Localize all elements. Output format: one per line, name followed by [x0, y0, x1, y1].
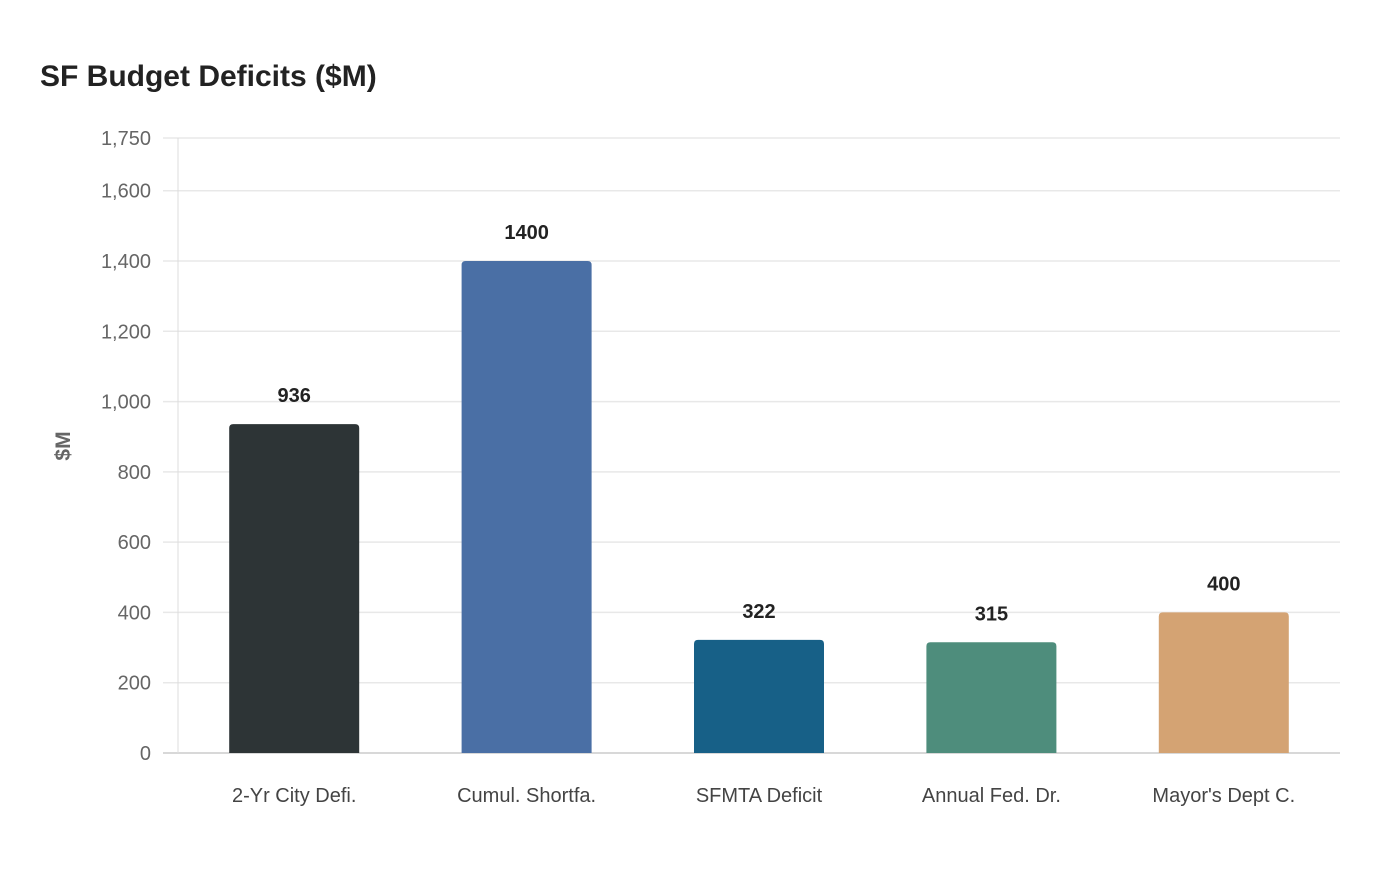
data-label: 400: [1207, 573, 1240, 595]
y-tick-label: 1,400: [101, 251, 151, 273]
data-label: 936: [278, 385, 311, 407]
y-tick-label: 1,750: [101, 128, 151, 150]
bar-4: [926, 642, 1057, 753]
x-tick-label: Cumul. Shortfa.: [457, 785, 596, 807]
y-tick-label: 800: [118, 462, 151, 484]
y-tick-label: 0: [140, 743, 151, 765]
x-tick-label: SFMTA Deficit: [696, 785, 823, 807]
y-tick-label: 600: [118, 532, 151, 554]
x-tick-label: Mayor's Dept C.: [1152, 785, 1295, 807]
y-tick-label: 400: [118, 602, 151, 624]
bar-3: [694, 639, 824, 753]
x-tick-label: 2-Yr City Defi.: [232, 785, 356, 807]
bar-2: [461, 261, 592, 753]
bar-1: [229, 424, 360, 753]
data-label: 322: [742, 601, 775, 623]
chart-title: SF Budget Deficits ($M): [40, 60, 377, 93]
data-label: 315: [975, 603, 1008, 625]
y-axis-label: $M: [52, 431, 75, 460]
y-tick-label: 1,600: [101, 181, 151, 203]
y-tick-label: 1,000: [101, 392, 151, 414]
data-label: 1400: [504, 222, 549, 244]
bar-5: [1158, 612, 1289, 753]
y-tick-label: 1,200: [101, 321, 151, 343]
x-tick-label: Annual Fed. Dr.: [922, 785, 1061, 807]
y-tick-label: 200: [118, 673, 151, 695]
